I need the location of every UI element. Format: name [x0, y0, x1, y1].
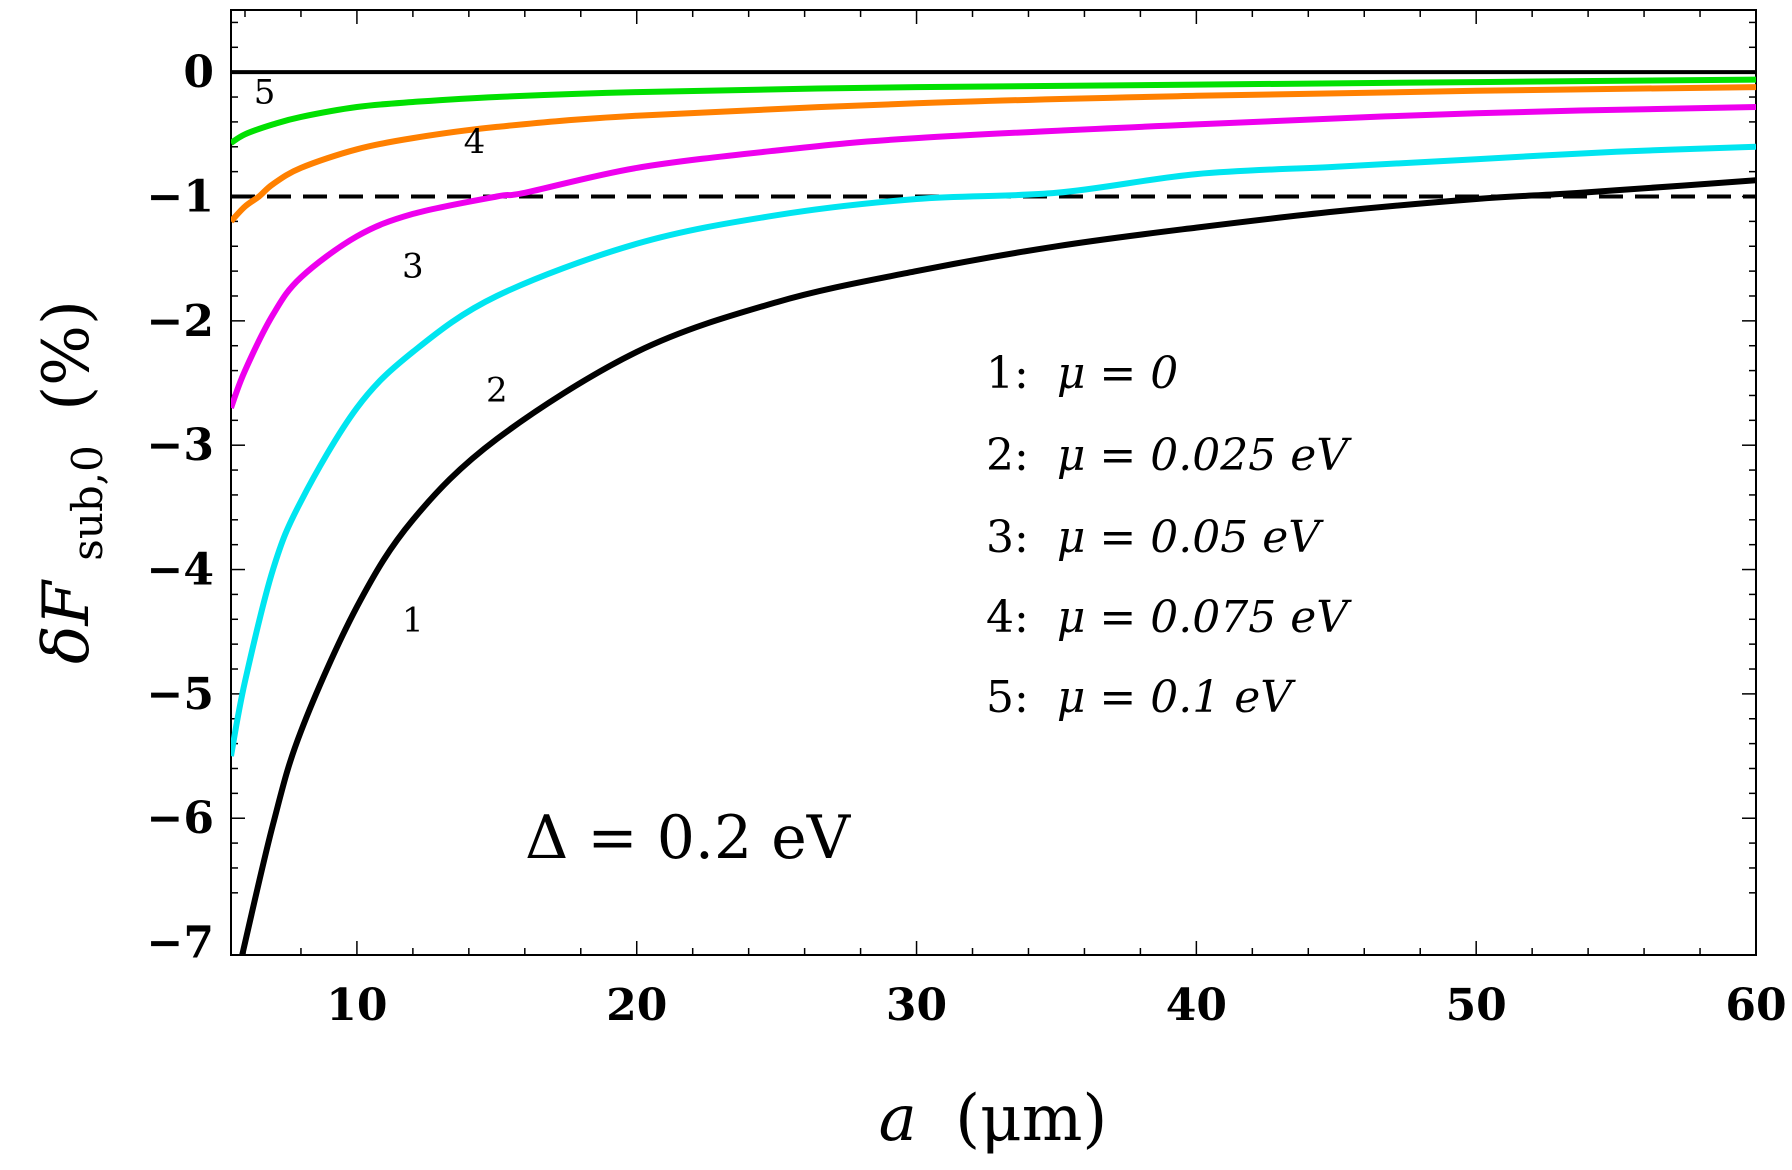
y-tick-label: 0 [183, 47, 214, 98]
y-tick-label: −6 [147, 793, 214, 844]
x-axis-unit: (μm) [955, 1082, 1107, 1156]
y-tick-label: −1 [147, 172, 214, 223]
series-4-line [231, 84, 1756, 224]
y-tick-label: −3 [147, 420, 214, 471]
x-tick-label: 40 [1166, 980, 1227, 1031]
svg-text:2: μ = 0.025 eV: 2: μ = 0.025 eV [986, 430, 1352, 481]
legend-text-1: μ = 0 [1057, 348, 1178, 399]
legend-key-1: 1: [986, 348, 1029, 399]
curve-label-4: 4 [464, 122, 486, 162]
y-tick-label: −7 [147, 918, 214, 969]
x-tick-label: 20 [606, 980, 667, 1031]
curve-label-5: 5 [254, 72, 276, 112]
legend-key-4: 4: [986, 592, 1029, 643]
curve-label-3: 3 [402, 246, 424, 286]
y-tick-label: −4 [147, 545, 214, 596]
plot-frame [230, 9, 1757, 956]
y-axis-unit: (%) [30, 300, 104, 411]
x-tick-label: 50 [1446, 980, 1507, 1031]
legend-key-2: 2: [986, 430, 1029, 481]
curve-label-1: 1 [402, 601, 424, 641]
series-2-line [231, 143, 1756, 757]
legend-text-2: μ = 0.025 eV [1057, 430, 1352, 481]
x-axis-variable: a [879, 1082, 917, 1156]
tick-labels: 10 20 30 40 50 60 0 −1 −2 −3 −4 −5 −6 −7 [147, 47, 1787, 1031]
delta-annotation: Δ = 0.2 eV [525, 803, 852, 873]
x-tick-label: 30 [886, 980, 947, 1031]
svg-text:3: μ = 0.05 eV: 3: μ = 0.05 eV [986, 512, 1324, 563]
legend-key-3: 3: [986, 512, 1029, 563]
legend-text-3: μ = 0.05 eV [1057, 512, 1324, 563]
legend: 1: μ = 0 2: μ = 0.025 eV 3: μ = 0.05 eV … [986, 348, 1352, 723]
data-series [231, 76, 1756, 955]
curve-label-2: 2 [486, 371, 508, 411]
legend-text-4: μ = 0.075 eV [1057, 592, 1352, 643]
series-3-line [231, 104, 1756, 409]
y-axis-symbol: δF [30, 578, 104, 664]
x-tick-label: 60 [1725, 980, 1786, 1031]
series-5-line [231, 76, 1756, 146]
legend-key-5: 5: [986, 672, 1029, 723]
x-tick-label: 10 [326, 980, 387, 1031]
svg-text:4: μ = 0.075 eV: 4: μ = 0.075 eV [986, 592, 1352, 643]
axis-ticks [231, 10, 1757, 955]
svg-text:1: μ = 0: 1: μ = 0 [986, 348, 1178, 399]
x-axis-title: a (μm) [879, 1082, 1108, 1156]
legend-text-5: μ = 0.1 eV [1057, 672, 1296, 723]
y-axis-subscript: sub,0 [63, 445, 112, 561]
y-tick-label: −5 [147, 669, 214, 720]
y-tick-label: −2 [147, 296, 214, 347]
svg-text:5: μ = 0.1 eV: 5: μ = 0.1 eV [986, 672, 1296, 723]
curve-labels: 1 2 3 4 5 [254, 72, 508, 640]
y-axis-title: δF sub,0 (%) [30, 300, 118, 664]
series-1-line [239, 177, 1756, 955]
